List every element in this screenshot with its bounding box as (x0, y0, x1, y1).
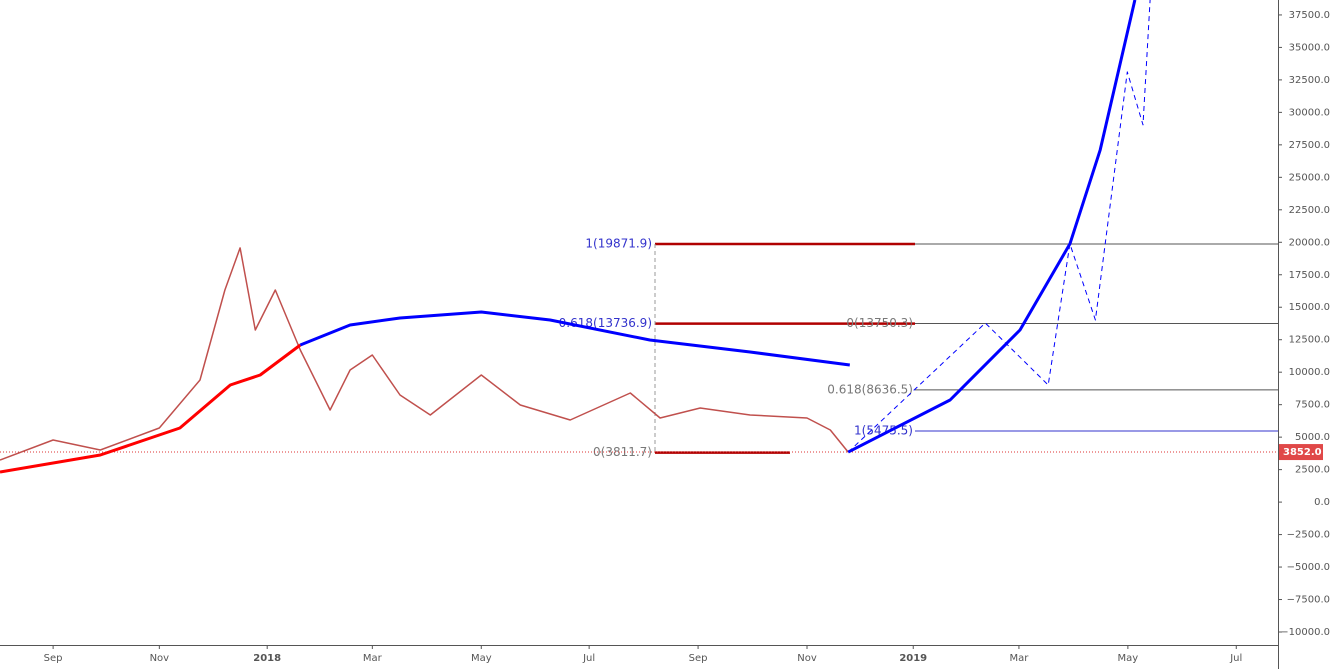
y-tick-label: 22500.0 (1289, 205, 1330, 216)
x-tick-label: May (1118, 653, 1139, 664)
series-line (847, 0, 1151, 453)
series-line (0, 247, 849, 461)
y-tick-label: 0.0 (1314, 497, 1330, 508)
y-tick-label: 32500.0 (1289, 75, 1330, 86)
y-tick-label: 17500.0 (1289, 270, 1330, 281)
x-tick-label: 2018 (253, 653, 281, 664)
y-tick-label: 30000.0 (1289, 107, 1330, 118)
y-tick-label: 12500.0 (1289, 335, 1330, 346)
fib-label: 0(3811.7) (593, 445, 652, 459)
y-tick-label: −5000.0 (1287, 562, 1330, 573)
x-tick-label: Jul (1229, 653, 1242, 664)
x-tick-label: Nov (797, 653, 817, 664)
series-line (299, 310, 850, 367)
y-tick-label: 15000.0 (1289, 302, 1330, 313)
x-tick-label: Sep (689, 653, 708, 664)
x-tick-label: Mar (363, 653, 383, 664)
last-price-label: 3852.0 (1283, 447, 1322, 458)
y-tick-label: −2500.0 (1287, 530, 1330, 541)
x-tick-label: May (471, 653, 492, 664)
y-tick-label: 20000.0 (1289, 237, 1330, 248)
x-tick-label: Sep (44, 653, 63, 664)
x-tick-label: Nov (150, 653, 170, 664)
series-line (847, 0, 1137, 454)
y-tick-label: 27500.0 (1289, 140, 1330, 151)
y-tick-label: 10000.0 (1289, 367, 1330, 378)
fib-label: 0.618(8636.5) (827, 382, 913, 396)
y-tick-label: 7500.0 (1295, 400, 1330, 411)
y-tick-label: −10000.0 (1280, 627, 1330, 638)
y-tick-label: 25000.0 (1289, 172, 1330, 183)
series-line (0, 343, 302, 474)
y-tick-label: 37500.0 (1289, 10, 1330, 21)
y-tick-label: −7500.0 (1287, 595, 1330, 606)
fib-label: 0(13750.3) (846, 316, 913, 330)
y-tick-label: 5000.0 (1295, 432, 1330, 443)
x-tick-label: Jul (582, 653, 595, 664)
x-tick-label: Mar (1009, 653, 1029, 664)
y-tick-label: 35000.0 (1289, 42, 1330, 53)
x-tick-label: 2019 (899, 653, 927, 664)
last-price-box (1279, 444, 1323, 461)
fib-label: 1(19871.9) (585, 236, 652, 250)
y-tick-label: 2500.0 (1295, 465, 1330, 476)
